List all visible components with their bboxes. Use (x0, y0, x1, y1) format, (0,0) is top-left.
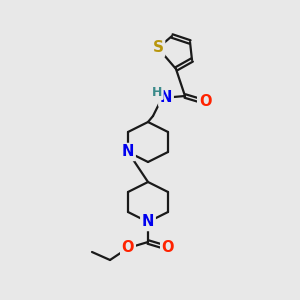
Text: N: N (142, 214, 154, 230)
Text: N: N (160, 91, 172, 106)
Text: S: S (152, 40, 164, 56)
Text: H: H (152, 85, 162, 98)
Text: O: O (162, 241, 174, 256)
Text: O: O (122, 241, 134, 256)
Text: O: O (199, 94, 211, 110)
Text: N: N (122, 145, 134, 160)
